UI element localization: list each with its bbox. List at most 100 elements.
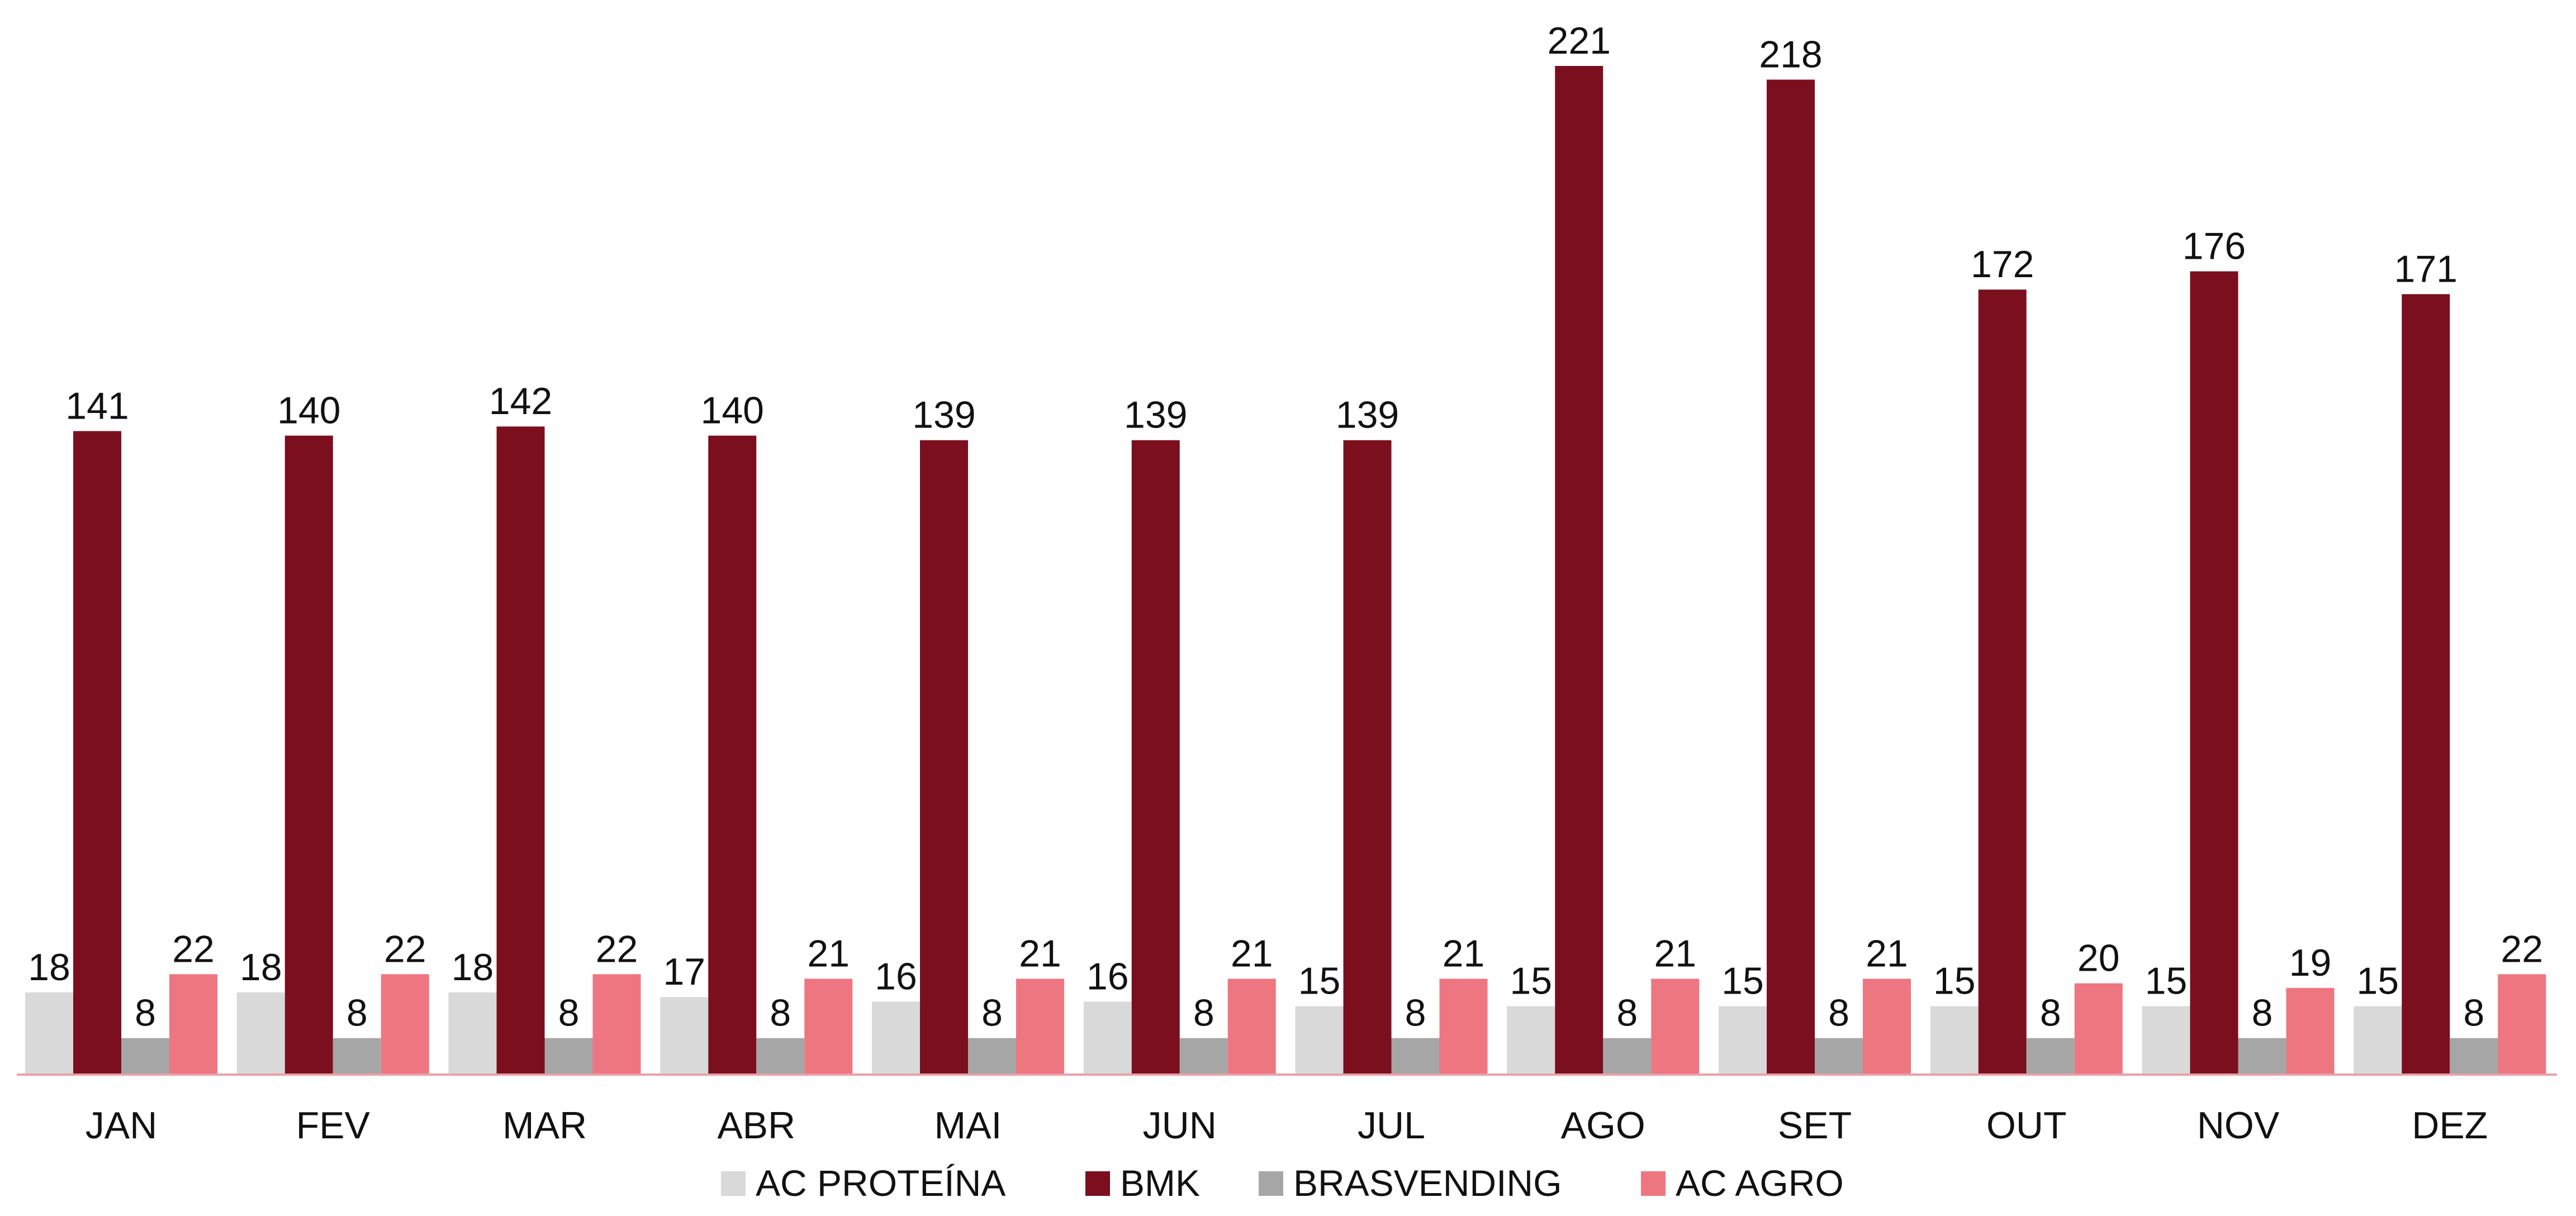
data-label-series-0-set: 15 — [1721, 960, 1764, 1002]
x-tick-label-abr: ABR — [717, 1104, 795, 1147]
bar-series-0-nov — [2142, 1006, 2190, 1075]
data-label-series-1-ago: 221 — [1548, 20, 1611, 62]
data-label-series-0-mai: 16 — [875, 955, 917, 998]
legend-swatch-series-3 — [1641, 1171, 1666, 1196]
bar-series-3-set — [1863, 978, 1911, 1075]
data-label-series-0-ago: 15 — [1510, 960, 1552, 1002]
bar-series-0-mai — [872, 1001, 920, 1075]
bar-series-0-ago — [1507, 1006, 1555, 1075]
legend: AC PROTEÍNA BMK BRASVENDING AC AGRO — [721, 1162, 1844, 1204]
legend-label-series-2: BRASVENDING — [1293, 1162, 1562, 1204]
data-label-series-1-set: 218 — [1759, 34, 1822, 76]
legend-swatch-series-2 — [1259, 1171, 1283, 1196]
data-label-series-0-jan: 18 — [28, 946, 70, 989]
bar-series-2-dez — [2450, 1038, 2498, 1075]
bar-series-3-jun — [1227, 978, 1276, 1075]
bar-series-1-set — [1767, 79, 1815, 1075]
bar-series-2-nov — [2238, 1038, 2286, 1075]
data-label-series-2-mar: 8 — [558, 992, 580, 1034]
data-label-series-0-nov: 15 — [2145, 960, 2188, 1002]
x-tick-label-mai: MAI — [934, 1104, 1002, 1147]
x-tick-label-set: SET — [1778, 1104, 1852, 1147]
x-tick-label-jan: JAN — [86, 1104, 157, 1147]
bar-series-1-mar — [496, 426, 545, 1075]
bar-series-3-ago — [1651, 978, 1700, 1075]
data-label-series-0-dez: 15 — [2356, 960, 2399, 1002]
x-axis-labels: JAN FEV MAR ABR MAI JUN JUL AGO SET OUT NOV DEZ — [86, 1104, 2488, 1147]
bar-series-0-out — [1930, 1006, 1979, 1075]
data-label-series-0-mar: 18 — [452, 946, 494, 989]
data-label-series-3-nov: 19 — [2289, 942, 2332, 984]
bar-series-2-jan — [121, 1038, 169, 1075]
data-label-series-2-jul: 8 — [1405, 992, 1426, 1034]
data-label-series-1-jul: 139 — [1336, 394, 1399, 436]
bar-series-1-jun — [1131, 440, 1180, 1075]
data-label-series-1-jan: 141 — [65, 384, 129, 427]
data-label-series-1-dez: 171 — [2394, 248, 2458, 290]
bar-series-1-mai — [920, 440, 968, 1075]
bar-series-1-abr — [708, 435, 757, 1075]
bar-series-2-jun — [1179, 1038, 1228, 1075]
bar-series-3-fev — [381, 974, 429, 1075]
bar-series-2-ago — [1603, 1038, 1652, 1075]
bar-series-0-fev — [236, 992, 285, 1075]
bar-series-1-jul — [1343, 440, 1392, 1075]
bar-series-3-nov — [2286, 987, 2335, 1075]
data-label-series-1-abr: 140 — [701, 390, 764, 432]
bars-layer — [25, 66, 2546, 1075]
bar-series-2-mar — [544, 1038, 593, 1075]
bar-series-1-jan — [73, 431, 121, 1075]
data-label-series-2-fev: 8 — [347, 992, 368, 1034]
data-label-series-2-dez: 8 — [2463, 992, 2484, 1034]
bar-series-3-mai — [1016, 978, 1064, 1075]
x-tick-label-nov: NOV — [2197, 1104, 2280, 1147]
data-label-series-2-abr: 8 — [770, 992, 791, 1034]
x-tick-label-out: OUT — [1986, 1104, 2067, 1147]
data-label-series-3-fev: 22 — [384, 928, 426, 970]
bar-series-3-dez — [2498, 974, 2546, 1075]
bar-series-3-abr — [804, 978, 853, 1075]
data-label-series-0-fev: 18 — [240, 946, 282, 989]
bar-series-0-mar — [448, 992, 497, 1075]
data-label-series-1-out: 172 — [1971, 243, 2034, 286]
data-label-series-0-jul: 15 — [1298, 960, 1341, 1002]
bar-series-3-jul — [1439, 978, 1488, 1075]
data-label-series-0-out: 15 — [1933, 960, 1976, 1002]
data-label-series-0-abr: 17 — [663, 951, 705, 993]
data-label-series-2-set: 8 — [1828, 992, 1849, 1034]
bar-series-2-jul — [1391, 1038, 1440, 1075]
data-label-series-1-nov: 176 — [2183, 225, 2246, 268]
bar-series-2-fev — [333, 1038, 381, 1075]
data-label-series-2-mai: 8 — [981, 992, 1003, 1034]
legend-swatch-series-1 — [1085, 1171, 1110, 1196]
data-label-series-3-ago: 21 — [1654, 932, 1696, 975]
bar-series-3-mar — [592, 974, 641, 1075]
data-label-series-2-jun: 8 — [1193, 992, 1215, 1034]
data-label-series-3-out: 20 — [2077, 937, 2120, 980]
bar-series-2-abr — [756, 1038, 805, 1075]
bar-series-0-dez — [2354, 1006, 2402, 1075]
data-label-series-2-jan: 8 — [135, 992, 156, 1034]
data-label-series-3-jul: 21 — [1443, 932, 1485, 975]
bar-series-1-fev — [284, 435, 333, 1075]
data-label-series-3-jun: 21 — [1231, 932, 1273, 975]
bar-series-1-out — [1978, 289, 2027, 1075]
x-tick-label-mar: MAR — [502, 1104, 587, 1147]
x-tick-label-ago: AGO — [1561, 1104, 1645, 1147]
bar-series-0-jan — [25, 992, 73, 1075]
bar-series-0-set — [1719, 1006, 1767, 1075]
data-label-series-2-nov: 8 — [2252, 992, 2273, 1034]
bar-series-2-mai — [968, 1038, 1016, 1075]
bar-series-2-out — [2026, 1038, 2075, 1075]
x-tick-label-dez: DEZ — [2412, 1104, 2488, 1147]
bar-series-1-ago — [1555, 66, 1604, 1075]
data-label-series-1-fev: 140 — [277, 390, 340, 432]
data-label-series-0-jun: 16 — [1087, 955, 1129, 998]
bar-series-3-jan — [169, 974, 217, 1075]
legend-label-series-1: BMK — [1120, 1162, 1200, 1204]
data-label-series-3-jan: 22 — [172, 928, 215, 970]
data-label-series-3-mar: 22 — [596, 928, 638, 970]
bar-series-0-jul — [1295, 1006, 1344, 1075]
